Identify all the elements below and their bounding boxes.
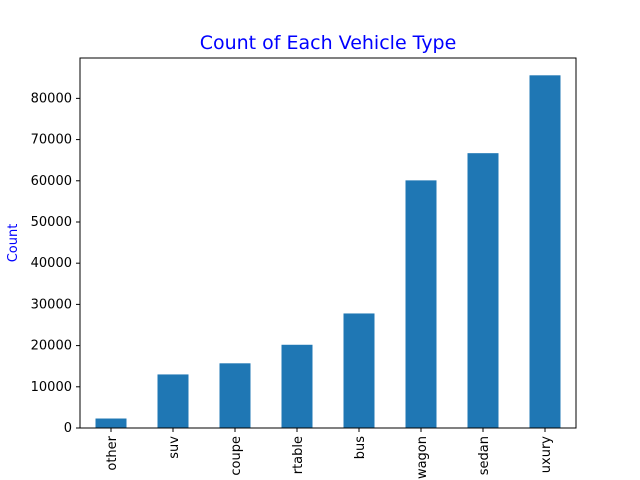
bars — [95, 75, 561, 428]
y-tick-label: 70000 — [31, 133, 72, 148]
bar-luxury — [529, 75, 561, 428]
y-tick-label: 30000 — [31, 297, 72, 312]
y-tick-label: 0 — [64, 421, 72, 436]
y-tick-label: 80000 — [31, 91, 72, 106]
y-tick-label: 10000 — [31, 380, 72, 395]
y-tick-label: 50000 — [31, 215, 72, 230]
x-tick-label-convertible: rtable — [291, 436, 306, 474]
bar-suv — [157, 374, 189, 428]
y-tick-label: 20000 — [31, 339, 72, 354]
y-axis-ticks: 0 10000 20000 30000 40000 50000 60000 70000 8000… — [31, 91, 80, 436]
x-tick-label-suv: suv — [167, 436, 182, 459]
x-axis-ticks: other suv coupe rtable bus wagon sedan uxury — [105, 428, 554, 479]
bar-convertible — [281, 344, 313, 428]
bar-wagon — [405, 180, 437, 428]
y-tick-label: 40000 — [31, 256, 72, 271]
bar-sedan — [467, 153, 499, 428]
plot-frame — [79, 57, 577, 429]
x-tick-label-other: other — [105, 435, 120, 470]
y-axis-label: Count — [6, 224, 21, 263]
x-tick-label-bus: bus — [353, 436, 368, 459]
x-tick-label-sedan: sedan — [477, 436, 492, 475]
bar-other — [95, 418, 127, 428]
bar-bus — [343, 313, 375, 428]
bar-coupe — [219, 363, 251, 428]
x-tick-label-coupe: coupe — [229, 436, 244, 476]
x-tick-label-wagon: wagon — [415, 436, 430, 479]
chart-title: Count of Each Vehicle Type — [200, 32, 457, 54]
x-tick-label-luxury: uxury — [539, 436, 554, 474]
y-tick-label: 60000 — [31, 174, 72, 189]
